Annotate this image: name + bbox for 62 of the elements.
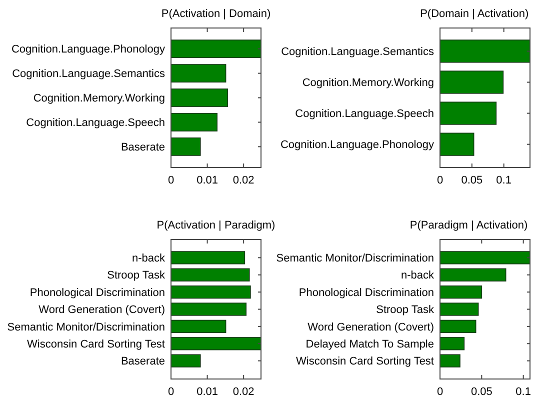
bar <box>170 64 226 82</box>
bar <box>440 102 497 125</box>
x-tick-label: 0.01 <box>196 174 218 186</box>
x-tick-label: 0 <box>168 174 174 186</box>
bar <box>170 251 246 264</box>
bar <box>170 302 247 316</box>
bar <box>170 113 218 132</box>
x-tick-label: 0 <box>168 386 174 398</box>
chart-title: P(Domain | Activation) <box>420 8 529 20</box>
y-tick-label: Stroop Task <box>376 304 434 316</box>
y-tick-label: n-back <box>132 252 166 265</box>
y-tick-label: Semantic Monitor/Discrimination <box>7 321 165 334</box>
x-tick-label: 0.1 <box>496 174 512 186</box>
x-tick-label: 0 <box>436 386 444 398</box>
y-tick-label: Baserate <box>120 142 165 154</box>
y-tick-label: Word Generation (Covert) <box>38 304 165 316</box>
x-tick-label: 0.1 <box>516 386 531 398</box>
y-tick-label: Stroop Task <box>107 270 166 282</box>
y-tick-label: Delayed Match To Sample <box>306 338 434 350</box>
chart-title: P(Activation | Paradigm) <box>156 220 276 232</box>
bar <box>170 88 228 107</box>
bar <box>170 268 250 282</box>
bar <box>170 337 262 350</box>
bar <box>440 70 504 94</box>
x-tick-label: 0.02 <box>232 386 254 398</box>
y-tick-label: Baserate <box>120 356 165 368</box>
chart-title: P(Activation | Domain) <box>161 8 271 20</box>
y-tick-label: Word Generation (Covert) <box>308 321 434 334</box>
bar <box>170 354 201 368</box>
bar <box>440 320 476 334</box>
y-tick-label: Phonological Discrimination <box>298 286 434 299</box>
bar <box>440 40 530 63</box>
x-tick-label: 0.02 <box>232 174 254 186</box>
y-tick-label: Cognition.Language.Semantics <box>12 68 166 80</box>
bar <box>440 132 474 156</box>
y-tick-label: Cognition.Language.Phonology <box>11 44 166 56</box>
bar <box>440 268 506 282</box>
bar <box>170 320 226 334</box>
y-tick-label: Wisconsin Card Sorting Test <box>296 356 434 368</box>
chart-title: P(Paradigm | Activation) <box>410 220 528 232</box>
y-tick-label: Cognition.Language.Speech <box>26 117 165 130</box>
bar <box>440 337 465 350</box>
x-tick-label: 0.01 <box>196 386 218 398</box>
y-tick-label: Cognition.Memory.Working <box>302 77 434 90</box>
y-tick-label: Cognition.Language.Speech <box>295 108 434 120</box>
bar <box>440 285 482 299</box>
bar <box>170 40 262 58</box>
bar <box>170 285 251 299</box>
y-tick-label: Phonological Discrimination <box>30 286 165 299</box>
y-tick-label: Wisconsin Card Sorting Test <box>27 338 165 350</box>
bar <box>440 354 460 368</box>
x-tick-label: 0.05 <box>470 386 492 398</box>
y-tick-label: Cognition.Memory.Working <box>33 92 165 105</box>
bar <box>440 302 479 316</box>
x-tick-label: 0 <box>436 174 444 186</box>
bar <box>440 251 530 264</box>
bar <box>170 137 201 156</box>
x-tick-label: 0.05 <box>461 174 483 186</box>
y-tick-label: Cognition.Language.Phonology <box>280 139 434 152</box>
y-tick-label: n-back <box>400 270 434 282</box>
y-tick-label: Cognition.Language.Semantics <box>281 46 434 58</box>
y-tick-label: Semantic Monitor/Discrimination <box>276 252 434 265</box>
